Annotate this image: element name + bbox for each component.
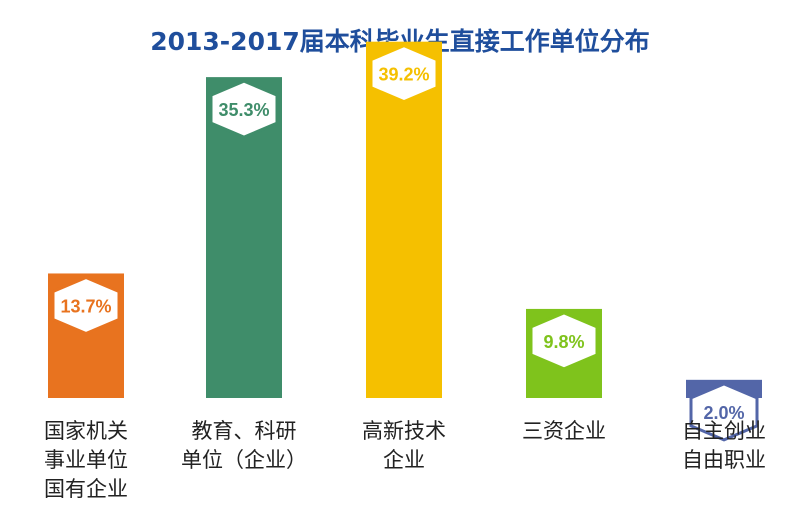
value-label-0: 13.7% [60, 296, 111, 316]
value-label-4: 2.0% [703, 403, 744, 423]
category-label-2-1: 企业 [383, 448, 425, 472]
category-label-4-1: 自由职业 [682, 448, 766, 472]
value-badge-1 [209, 79, 279, 139]
value-badge-3 [529, 311, 599, 371]
category-label-3-0: 三资企业 [522, 419, 606, 443]
category-label-0-1: 事业单位 [44, 448, 128, 472]
value-label-1: 35.3% [218, 100, 269, 120]
value-badge-2 [369, 44, 439, 104]
category-label-0-0: 国家机关 [44, 419, 128, 443]
value-label-2: 39.2% [378, 65, 429, 85]
category-label-0-2: 国有企业 [44, 477, 128, 501]
category-label-1-1: 单位（企业） [181, 448, 307, 472]
value-label-3: 9.8% [543, 332, 584, 352]
category-label-4-0: 自主创业 [682, 419, 766, 443]
category-label-1-0: 教育、科研 [192, 419, 297, 443]
value-badge-4 [689, 382, 759, 442]
category-label-2-0: 高新技术 [362, 419, 446, 443]
value-badge-0 [51, 275, 121, 336]
